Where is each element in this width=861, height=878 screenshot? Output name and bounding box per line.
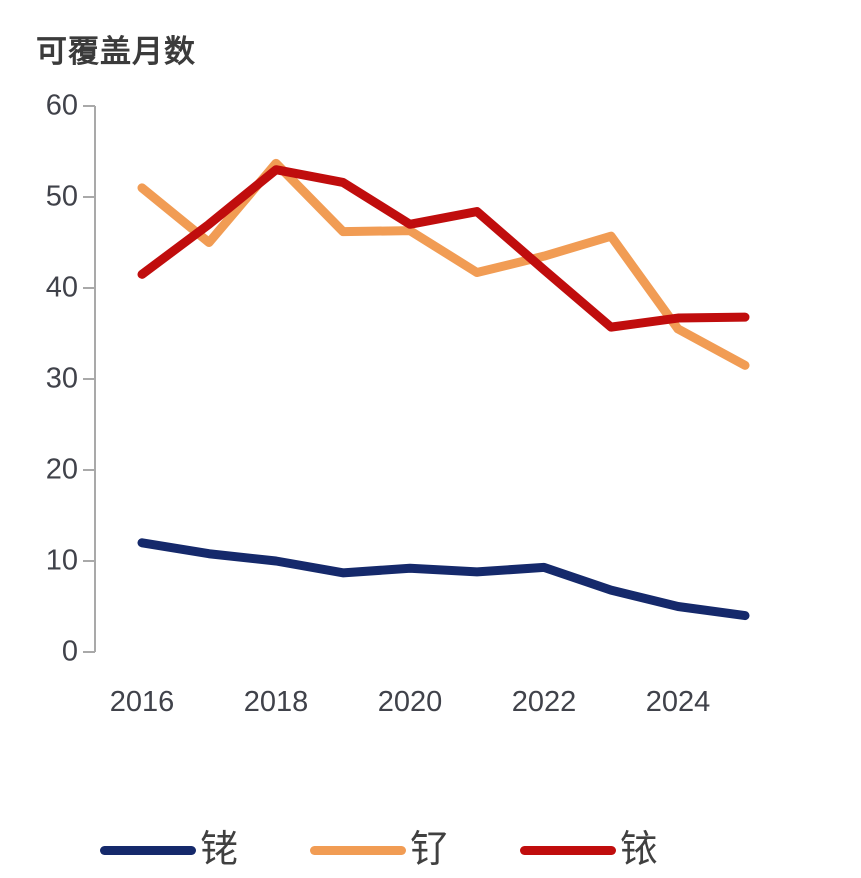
series-line-iridium [137, 165, 750, 332]
x-tick-label-2024: 2024 [645, 686, 711, 718]
rhodium-line-swatch-icon [100, 845, 196, 855]
y-tick-label-50: 50 [45, 180, 78, 213]
series-line-rhodium [137, 538, 750, 621]
legend-label-rhodium: 铑 [200, 829, 239, 871]
ruthenium-line-swatch-icon [310, 845, 407, 855]
y-axis [83, 105, 96, 653]
legend-item-iridium: 铱 [520, 828, 658, 872]
y-tick-label-0: 0 [61, 635, 78, 668]
y-tick-label-20: 20 [45, 453, 78, 486]
x-tick-label-2018: 2018 [243, 686, 309, 718]
series-line-ruthenium [137, 158, 750, 370]
legend-item-rhodium: 铑 [100, 828, 238, 872]
y-tick-label-60: 60 [45, 89, 78, 122]
legend-label-iridium: 铱 [620, 829, 659, 871]
y-tick-label-30: 30 [45, 362, 78, 395]
legend: 铑 钌 铱 [100, 828, 658, 872]
x-tick-label-2016: 2016 [109, 686, 175, 718]
y-tick-label-10: 10 [45, 544, 78, 577]
legend-item-ruthenium: 钌 [310, 828, 448, 872]
x-tick-label-2020: 2020 [377, 686, 443, 718]
x-tick-label-2022: 2022 [511, 686, 577, 718]
chart-title: 可覆盖月数 [36, 34, 196, 69]
legend-label-ruthenium: 钌 [410, 829, 449, 871]
iridium-line-swatch-icon [520, 845, 617, 855]
y-tick-label-40: 40 [45, 271, 78, 304]
